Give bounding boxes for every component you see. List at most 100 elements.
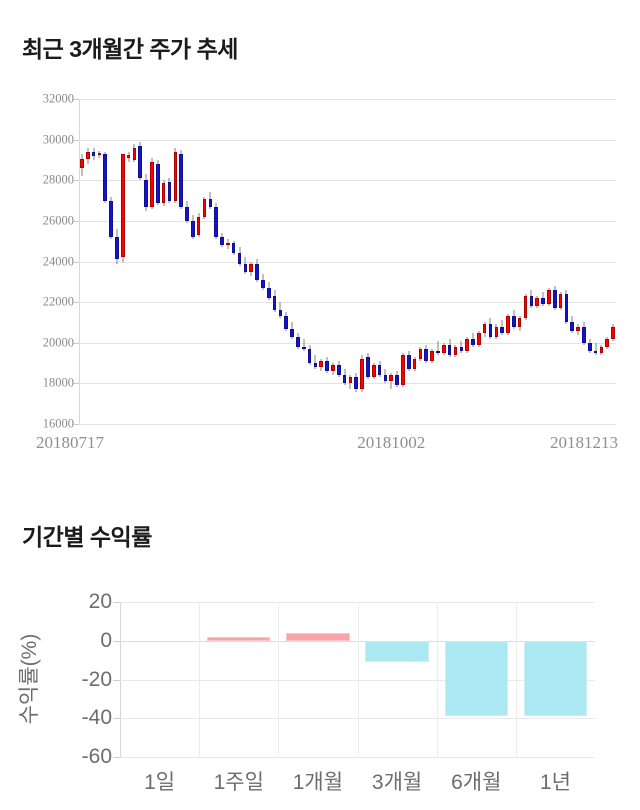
- candlestick-body: [173, 151, 178, 201]
- bar-category-label: 1일: [144, 771, 176, 794]
- candlestick-body: [377, 365, 382, 376]
- candlestick: [179, 99, 183, 424]
- candlestick-body: [482, 324, 487, 333]
- candlestick: [552, 99, 557, 424]
- candlestick: [611, 99, 615, 424]
- candlestick-body: [512, 316, 516, 327]
- candle-gridline: [79, 99, 616, 100]
- candlestick-body: [97, 152, 102, 155]
- candlestick: [418, 99, 423, 424]
- bar-y-tick-mark: [113, 602, 120, 603]
- candlestick-body: [582, 326, 586, 343]
- candlestick-wick: [595, 342, 597, 355]
- candlestick-body: [436, 350, 440, 353]
- candlestick-body: [442, 344, 446, 353]
- period-return-chart: 20 0 -20 -40 -60 1일 1주일 1개월 3개월 6개월 1년 수익률(%): [0, 588, 640, 810]
- candle-y-tick-label: 18000: [42, 375, 74, 390]
- return-bar: [286, 632, 350, 641]
- candlestick-body: [231, 243, 236, 254]
- candle-y-tick-mark: [73, 302, 79, 304]
- candlestick-wick: [437, 340, 439, 355]
- bar-category-label: 1년: [539, 771, 571, 794]
- candlestick: [132, 99, 137, 424]
- candle-x-tick-label: 20181213: [550, 433, 618, 452]
- candle-gridline: [79, 261, 616, 263]
- candlestick-body: [196, 216, 201, 236]
- candle-gridline: [79, 424, 616, 425]
- candlestick: [593, 99, 598, 424]
- candlestick: [266, 99, 271, 424]
- candlestick-body: [453, 346, 458, 355]
- candle-y-tick-mark: [73, 99, 79, 100]
- candlestick: [506, 99, 510, 424]
- candlestick: [482, 99, 487, 424]
- candlestick: [535, 99, 539, 424]
- candlestick-body: [605, 338, 610, 347]
- candlestick-body: [132, 147, 137, 160]
- candlestick: [558, 99, 563, 424]
- candlestick-body: [296, 336, 300, 347]
- candlestick-body: [284, 316, 288, 329]
- candlestick: [331, 99, 335, 424]
- candlestick-body: [336, 365, 341, 376]
- candle-y-tick-mark: [73, 139, 79, 141]
- candlestick: [115, 99, 119, 424]
- candlestick-body: [383, 375, 388, 382]
- price-trend-title: 최근 3개월간 주가 추세: [22, 36, 238, 62]
- candlestick: [85, 99, 90, 424]
- bar-grid-vertical: [278, 602, 280, 757]
- candlestick: [494, 99, 499, 424]
- candlestick: [307, 99, 312, 424]
- candlestick-body: [150, 161, 154, 207]
- bar-grid-vertical: [515, 602, 517, 757]
- candlestick-body: [261, 279, 265, 288]
- candlestick: [459, 99, 464, 424]
- candlestick-body: [331, 365, 335, 372]
- candlestick: [185, 99, 189, 424]
- candlestick: [366, 99, 370, 424]
- candle-x-tick-label: 20180717: [36, 433, 104, 452]
- candlestick: [342, 99, 347, 424]
- candlestick: [360, 99, 364, 424]
- bar-category-label: 6개월: [451, 771, 502, 794]
- return-bar: [444, 640, 508, 717]
- bar-y-axis-title: 수익률(%): [18, 633, 41, 725]
- bar-y-tick-mark: [113, 757, 120, 758]
- candlestick: [430, 99, 434, 424]
- candlestick: [278, 99, 283, 424]
- candlestick: [389, 99, 394, 424]
- candlestick-body: [494, 326, 499, 337]
- candlestick: [103, 99, 108, 424]
- candlestick: [220, 99, 224, 424]
- candlestick-body: [325, 361, 329, 372]
- candlestick-body: [418, 348, 423, 359]
- candlestick: [150, 99, 154, 424]
- candlestick: [523, 99, 528, 424]
- candlestick: [272, 99, 277, 424]
- candlestick: [348, 99, 353, 424]
- candlestick-body: [587, 342, 592, 351]
- candlestick-body: [103, 153, 108, 201]
- candlestick: [261, 99, 265, 424]
- candlestick-wick: [303, 338, 305, 351]
- candlestick-body: [348, 377, 353, 384]
- candle-y-tick-mark: [73, 220, 79, 222]
- candlestick-body: [535, 298, 539, 307]
- candlestick-body: [313, 363, 318, 368]
- candlestick: [319, 99, 324, 424]
- candlestick: [371, 99, 376, 424]
- candlestick: [541, 99, 545, 424]
- candlestick-wick: [314, 354, 316, 370]
- candlestick-body: [161, 183, 166, 203]
- candlestick-body: [360, 359, 364, 390]
- candlestick-body: [354, 377, 359, 390]
- candlestick: [173, 99, 178, 424]
- bar-category-label: 1개월: [292, 771, 344, 794]
- bar-y-tick-mark: [113, 640, 120, 642]
- candlestick: [547, 99, 551, 424]
- candlestick: [599, 99, 604, 424]
- candlestick-wick: [390, 373, 392, 390]
- candlestick: [336, 99, 341, 424]
- candle-gridline: [79, 220, 616, 222]
